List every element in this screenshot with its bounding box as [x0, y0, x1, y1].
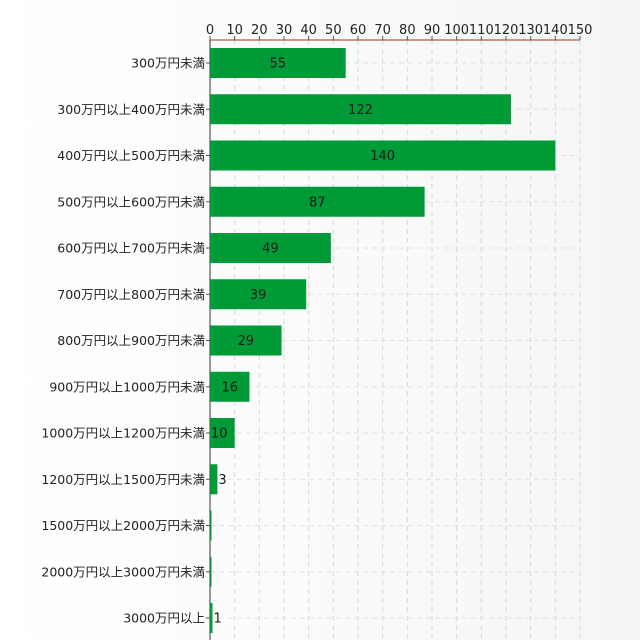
category-label: 400万円以上500万円未満	[57, 148, 205, 163]
bar[interactable]	[210, 279, 307, 310]
x-tick-label: 60	[350, 23, 367, 38]
bar[interactable]	[210, 233, 331, 263]
grid-lines	[210, 40, 581, 640]
value-label: 87	[309, 195, 326, 210]
bar[interactable]	[210, 140, 556, 171]
category-label: 1500万円以上2000万円未満	[41, 518, 205, 533]
bar[interactable]	[210, 418, 235, 448]
value-label: 16	[221, 380, 238, 395]
value-label: 122	[348, 103, 373, 118]
category-label: 1200万円以上1500万円未満	[41, 472, 205, 487]
bar[interactable]	[210, 603, 213, 633]
bar[interactable]	[210, 186, 425, 217]
x-tick-label: 20	[251, 23, 268, 38]
value-label: 49	[262, 242, 279, 257]
x-tick-label: 90	[424, 23, 441, 38]
x-tick-label: 80	[399, 23, 416, 38]
value-label: 29	[237, 334, 254, 349]
x-axis-ticks: 0 10 20 30 40 50 60 70 80 90 100 110 120 130 140 150	[206, 23, 593, 40]
x-tick-label: 30	[276, 23, 293, 38]
category-label: 500万円以上600万円未満	[57, 194, 205, 209]
x-tick-label: 10	[226, 23, 243, 38]
category-label: 600万円以上700万円未満	[57, 241, 205, 256]
x-tick-label: 40	[300, 23, 317, 38]
value-labels: 55 122 140 87 49 39 29 16 10 3 1	[211, 57, 395, 627]
bar[interactable]	[210, 464, 218, 495]
category-label: 1000万円以上1200万円未満	[41, 426, 205, 441]
value-label: 39	[250, 288, 267, 303]
bar[interactable]	[210, 48, 346, 78]
bar[interactable]	[210, 510, 212, 541]
x-tick-label: 150	[568, 23, 593, 38]
category-label: 300万円以上400万円未満	[57, 102, 205, 117]
x-tick-label: 110	[469, 23, 494, 38]
x-tick-label: 100	[444, 23, 469, 38]
x-tick-label: 130	[518, 23, 543, 38]
x-tick-label: 0	[206, 23, 214, 38]
category-label: 2000万円以上3000万円未満	[41, 564, 205, 579]
category-label: 700万円以上800万円未満	[57, 287, 205, 302]
value-label: 10	[211, 427, 228, 442]
value-label: 55	[270, 57, 287, 72]
category-label: 800万円以上900万円未満	[57, 333, 205, 348]
bar[interactable]	[210, 94, 511, 125]
x-tick-label: 50	[325, 23, 342, 38]
value-label: 140	[370, 149, 395, 164]
category-label: 3000万円以上	[123, 611, 205, 626]
x-tick-label: 120	[494, 23, 519, 38]
category-labels: 300万円未満 300万円以上400万円未満 400万円以上500万円未満 500万円…	[41, 56, 210, 626]
bar[interactable]	[210, 325, 282, 356]
x-tick-label: 140	[543, 23, 568, 38]
x-tick-label: 70	[374, 23, 391, 38]
category-label: 300万円未満	[131, 56, 205, 71]
bar[interactable]	[210, 556, 212, 587]
value-label: 1	[213, 612, 221, 627]
bars	[210, 48, 556, 633]
category-label: 900万円以上1000万円未満	[49, 379, 205, 394]
bar[interactable]	[210, 371, 250, 402]
value-label: 3	[218, 473, 226, 488]
